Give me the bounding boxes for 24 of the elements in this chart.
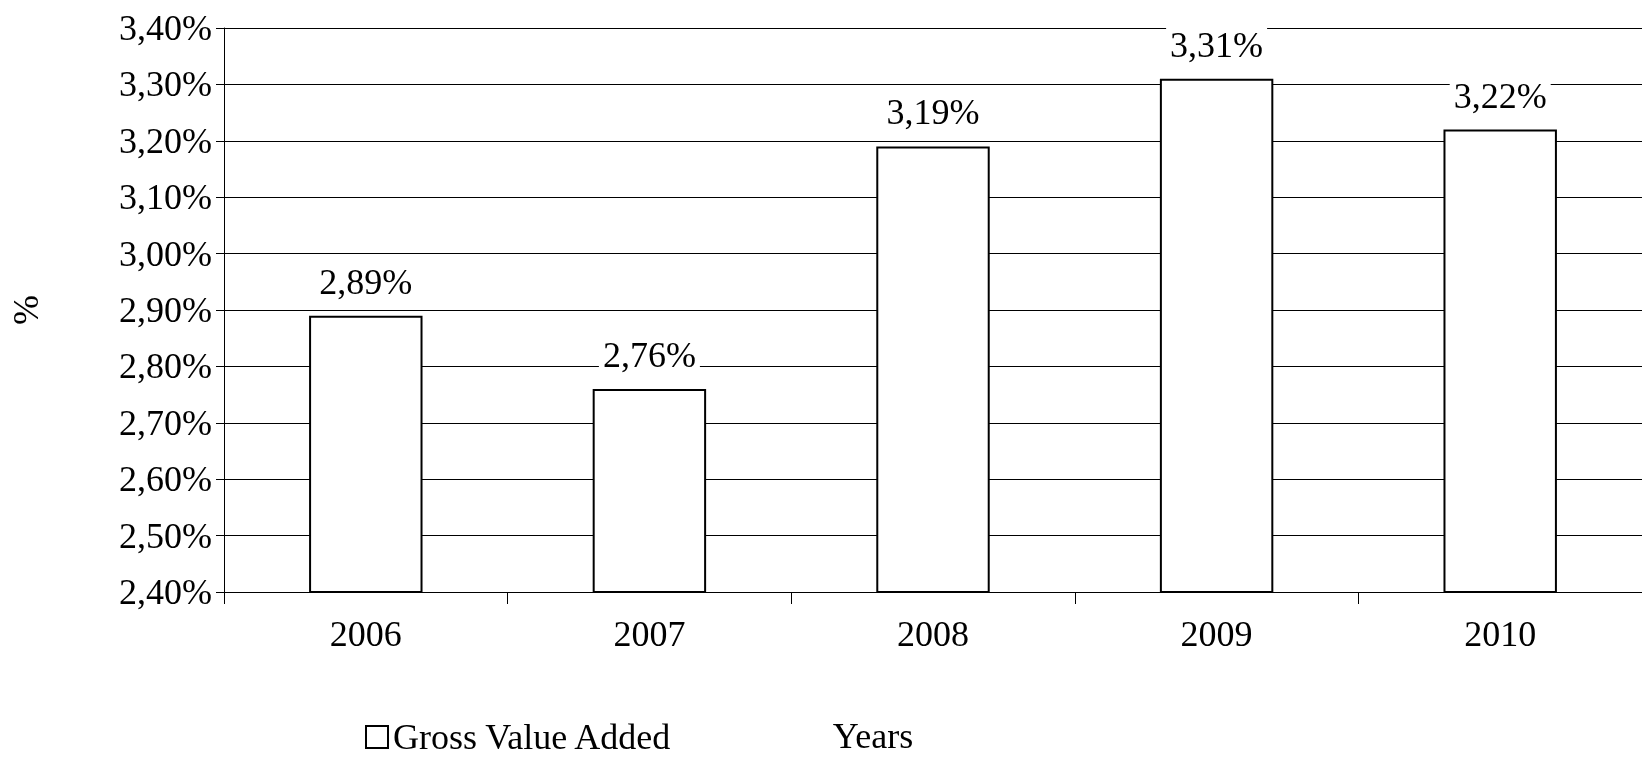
x-tick-label: 2009 <box>1180 614 1253 654</box>
y-tick-label: 2,80% <box>119 346 212 387</box>
x-tick-label: 2006 <box>329 614 402 654</box>
y-tick-label: 2,90% <box>119 290 212 330</box>
y-tick-label: 3,30% <box>119 64 212 105</box>
y-tick-label: 2,70% <box>119 402 212 443</box>
data-label: 2,76% <box>602 334 696 375</box>
legend-label: Gross Value Added <box>393 717 671 757</box>
x-axis-title: Years <box>832 716 914 756</box>
y-tick-label: 2,40% <box>119 572 212 612</box>
data-label: 3,31% <box>1170 24 1264 65</box>
data-label: 3,22% <box>1453 75 1547 116</box>
x-tick-label: 2010 <box>1464 614 1537 654</box>
y-tick-label: 3,20% <box>119 120 212 161</box>
y-tick-label: 3,40% <box>119 8 212 48</box>
y-tick-label: 2,50% <box>119 515 212 556</box>
data-label: 2,89% <box>319 261 413 302</box>
x-tick-label: 2008 <box>897 614 969 654</box>
y-axis-title: % <box>6 295 46 325</box>
y-tick-label: 3,10% <box>119 177 212 218</box>
y-tick-label: 3,00% <box>119 233 212 274</box>
data-label: 3,19% <box>886 92 980 133</box>
y-tick-label: 2,60% <box>119 459 212 500</box>
x-tick-label: 2007 <box>613 614 686 654</box>
